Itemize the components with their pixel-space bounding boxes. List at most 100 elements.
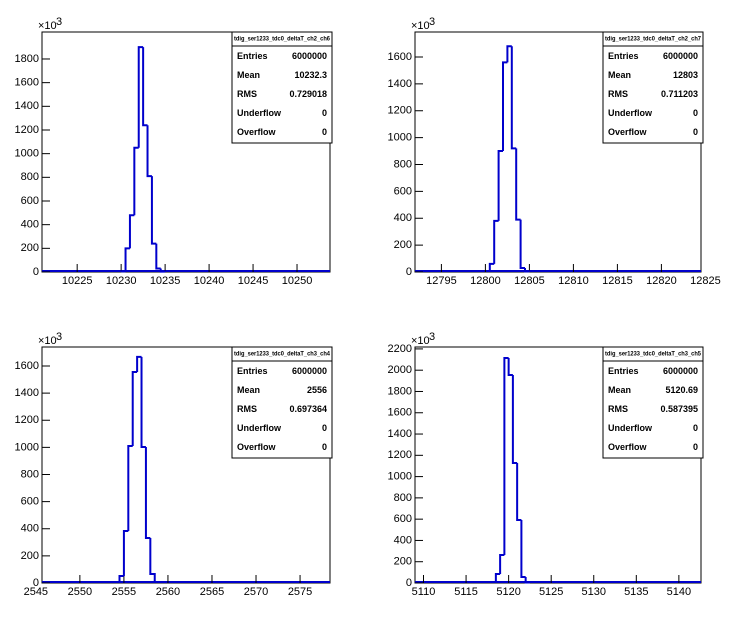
stats-box xyxy=(602,31,704,144)
y-tick-label: 200 xyxy=(21,550,39,562)
stats-label: Overflow xyxy=(608,442,648,452)
y-tick-label: 800 xyxy=(21,468,39,480)
stats-label: Overflow xyxy=(608,127,648,137)
histogram-bin xyxy=(516,462,522,522)
y-multiplier: ×10 xyxy=(38,335,57,347)
y-tick-label: 1000 xyxy=(15,441,39,453)
histogram-bin xyxy=(149,537,156,583)
pad: 0 200 400 600 800 1000 1200 1400 1600 2545 2550 255… xyxy=(15,331,333,598)
y-tick-label: 400 xyxy=(394,534,412,546)
y-tick-label: 1000 xyxy=(388,132,412,144)
y-exponent: 3 xyxy=(429,16,435,28)
y-tick-label: 200 xyxy=(21,242,39,254)
x-tick-label: 5140 xyxy=(667,586,691,598)
histogram-bin xyxy=(127,445,133,532)
histogram-bin xyxy=(507,357,513,376)
y-exponent: 3 xyxy=(429,331,435,343)
pad: 0 200 400 600 800 1000 1200 1400 1600 12795 12800 1… xyxy=(388,16,721,287)
x-tick-label: 12795 xyxy=(426,275,457,287)
histogram-bin xyxy=(494,572,501,583)
histogram-bin xyxy=(488,262,495,272)
histogram-bin xyxy=(159,268,167,273)
x-tick-label: 2565 xyxy=(200,586,224,598)
stats-value: 0.729018 xyxy=(289,89,327,99)
y-tick-label: 800 xyxy=(21,171,39,183)
stats-value: 0 xyxy=(322,423,327,433)
x-tick-label: 12820 xyxy=(646,275,677,287)
histogram-bin xyxy=(503,356,509,556)
stats-value: 0 xyxy=(693,127,698,137)
x-tick-label: 10225 xyxy=(62,275,93,287)
stats-label: Mean xyxy=(608,70,631,80)
x-tick-label: 10230 xyxy=(106,275,137,287)
histogram-bin xyxy=(510,46,517,150)
stats-value: 0 xyxy=(322,442,327,452)
histogram-bin xyxy=(136,355,142,372)
histogram-bin xyxy=(140,356,146,448)
stats-value: 5120.69 xyxy=(665,385,698,395)
x-tick-label: 2545 xyxy=(24,586,48,598)
x-tick-label: 12800 xyxy=(470,275,501,287)
x-tick-label: 5125 xyxy=(539,586,563,598)
y-multiplier: ×10 xyxy=(38,20,57,32)
stats-value: 0.697364 xyxy=(289,404,327,414)
stats-value: 2556 xyxy=(307,385,327,395)
histogram-bin xyxy=(133,146,139,216)
y-tick-label: 1800 xyxy=(388,385,412,397)
stats-box xyxy=(231,31,333,144)
stats-value: 0 xyxy=(693,423,698,433)
y-exponent: 3 xyxy=(56,16,62,28)
histogram-bin xyxy=(511,374,518,464)
y-tick-label: 600 xyxy=(21,195,39,207)
y-tick-label: 0 xyxy=(406,266,412,278)
y-tick-label: 0 xyxy=(406,577,412,589)
stats-label: Underflow xyxy=(608,423,653,433)
stats-value: 0 xyxy=(322,127,327,137)
x-tick-label: 2555 xyxy=(112,586,136,598)
stats-value: 0 xyxy=(322,108,327,118)
histogram-bin xyxy=(142,47,148,127)
stats-title: tdig_ser1233_tdc0_deltaT_ch2_ch6 xyxy=(234,37,331,43)
pad: 0 200 400 600 800 1000 1200 1400 1600 1800 10225 10… xyxy=(15,16,333,287)
x-tick-label: 10250 xyxy=(282,275,313,287)
stats-title: tdig_ser1233_tdc0_deltaT_ch3_ch4 xyxy=(234,352,331,358)
x-tick-label: 10245 xyxy=(238,275,269,287)
y-exponent: 3 xyxy=(56,331,62,343)
histogram-bin xyxy=(128,214,135,249)
y-multiplier: ×10 xyxy=(411,20,430,32)
stats-value: 10232.3 xyxy=(294,70,327,80)
y-tick-label: 400 xyxy=(21,219,39,231)
y-tick-label: 1600 xyxy=(388,407,412,419)
y-tick-label: 1600 xyxy=(15,360,39,372)
y-tick-label: 1400 xyxy=(388,428,412,440)
x-tick-label: 12815 xyxy=(602,275,633,287)
y-tick-label: 1600 xyxy=(388,51,412,63)
stats-value: 6000000 xyxy=(292,366,327,376)
stats-label: Entries xyxy=(237,366,268,376)
y-tick-label: 2200 xyxy=(388,343,412,355)
stats-label: Mean xyxy=(237,70,260,80)
y-tick-label: 600 xyxy=(21,496,39,508)
y-tick-label: 200 xyxy=(394,239,412,251)
stats-value: 0 xyxy=(693,108,698,118)
y-tick-label: 1200 xyxy=(388,105,412,117)
histogram-bin xyxy=(146,125,152,178)
stats-value: 6000000 xyxy=(292,51,327,61)
histogram-bin xyxy=(493,219,499,264)
stats-label: Overflow xyxy=(237,442,277,452)
x-tick-label: 2560 xyxy=(156,586,180,598)
stats-label: RMS xyxy=(608,89,628,99)
stats-value: 6000000 xyxy=(663,366,698,376)
x-tick-label: 12825 xyxy=(690,275,721,287)
y-tick-label: 1600 xyxy=(15,77,39,89)
x-tick-label: 12810 xyxy=(558,275,589,287)
stats-label: RMS xyxy=(237,89,257,99)
x-tick-label: 2550 xyxy=(68,586,92,598)
histogram-bin xyxy=(524,577,531,584)
stats-value: 12803 xyxy=(673,70,698,80)
y-tick-label: 1800 xyxy=(15,53,39,65)
stats-box xyxy=(231,346,333,459)
y-tick-label: 1400 xyxy=(15,100,39,112)
stats-label: Underflow xyxy=(608,108,653,118)
